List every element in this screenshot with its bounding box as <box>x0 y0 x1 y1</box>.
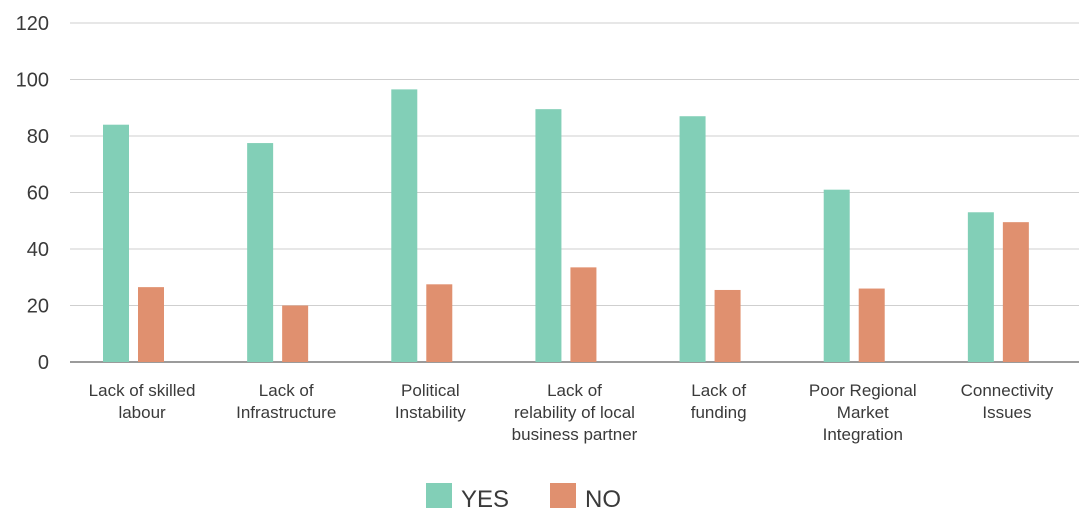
x-category-label: Lack of relability of local business partn… <box>512 381 638 444</box>
bar-yes <box>391 89 418 362</box>
bar-no <box>858 288 885 362</box>
bar-yes <box>823 189 850 362</box>
y-tick-label: 60 <box>27 183 49 205</box>
x-category-label: Lack of skilled labour <box>89 381 196 422</box>
y-axis: 0 20 40 60 80 100 120 <box>16 13 49 374</box>
x-category-label: Political Instability <box>395 381 466 422</box>
bar-no <box>138 287 164 362</box>
bar-no <box>1002 222 1029 362</box>
bar-yes <box>103 124 129 362</box>
y-tick-label: 100 <box>16 70 49 92</box>
legend-item-yes: YES <box>426 483 509 513</box>
bar-yes <box>967 212 994 362</box>
bars <box>103 89 1029 362</box>
legend-swatch <box>426 483 452 508</box>
legend-item-no: NO <box>550 483 621 513</box>
bar-no <box>282 305 309 362</box>
y-tick-label: 120 <box>16 13 49 35</box>
x-category-label: Connectivity Issues <box>961 381 1054 422</box>
x-axis: Lack of skilled labour Lack of Infrastructu… <box>89 381 1054 444</box>
x-category-label: Lack of funding <box>691 381 747 422</box>
legend-swatch <box>550 483 576 508</box>
x-category-label: Lack of Infrastructure <box>236 381 336 422</box>
y-tick-label: 80 <box>27 126 49 148</box>
y-tick-label: 0 <box>38 352 49 374</box>
bar-yes <box>679 116 706 362</box>
bar-no <box>570 267 597 362</box>
y-tick-label: 20 <box>27 296 49 318</box>
bar-yes <box>247 143 274 362</box>
legend-label: NO <box>585 486 621 508</box>
y-tick-label: 40 <box>27 239 49 261</box>
gridlines <box>70 22 1079 363</box>
bar-yes <box>535 109 562 362</box>
legend-label: YES <box>461 486 509 508</box>
bar-no <box>714 289 741 362</box>
x-category-label: Poor Regional Market Integration <box>809 381 917 444</box>
legend: YES NO <box>426 483 621 513</box>
bar-no <box>426 284 453 362</box>
